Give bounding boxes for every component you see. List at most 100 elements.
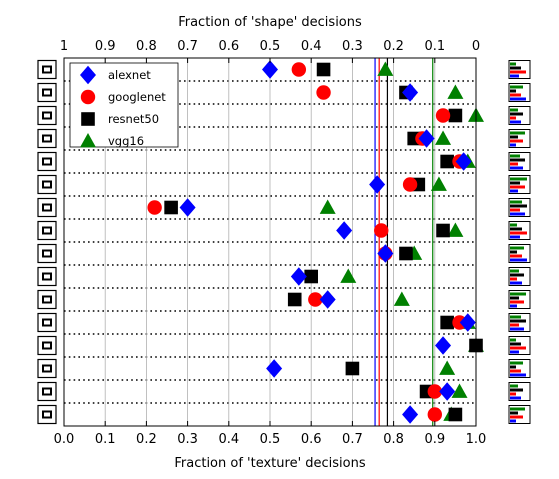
- point-alexnet: [336, 221, 353, 240]
- point-googlenet: [308, 292, 323, 307]
- result-thumbnail: [508, 267, 531, 286]
- point-alexnet: [439, 382, 456, 401]
- dog-icon: [37, 174, 57, 195]
- point-alexnet: [319, 290, 336, 309]
- point-resnet50: [436, 223, 450, 238]
- bottle-icon: [37, 82, 57, 103]
- point-resnet50: [440, 315, 454, 330]
- legend-label-alexnet: alexnet: [108, 68, 151, 82]
- point-vgg16: [340, 268, 357, 283]
- cat-icon: [37, 243, 57, 264]
- top-tick-label: 0.6: [218, 39, 239, 54]
- bear-icon: [37, 381, 57, 402]
- result-thumbnail: [508, 382, 531, 401]
- x-tick-label: 0.9: [424, 432, 445, 447]
- top-tick-label: 1: [60, 39, 68, 54]
- result-thumbnail: [508, 405, 531, 424]
- legend-marker-alexnet: [80, 65, 96, 85]
- legend-label-resnet50: resnet50: [108, 112, 159, 126]
- oven-icon: [37, 128, 57, 149]
- clock-icon: [37, 197, 57, 218]
- result-thumbnail: [508, 152, 531, 171]
- result-thumbnail: [508, 290, 531, 309]
- mean-lines: [374, 58, 434, 426]
- point-alexnet: [402, 83, 419, 102]
- result-thumbnail: [508, 175, 531, 194]
- top-tick-label: 0.1: [424, 39, 445, 54]
- elephant-icon: [37, 151, 57, 172]
- axis-ticks: 0.0 0.1 0.2 0.3 0.4 0.5 0.6 0.7 0.8 0.9 1.0 1 0.9 0.8…: [54, 39, 487, 447]
- x-tick-label: 0.4: [218, 432, 239, 447]
- x-tick-label: 0.0: [54, 432, 75, 447]
- top-tick-label: 0.5: [260, 39, 281, 54]
- point-googlenet: [291, 62, 307, 77]
- point-resnet50: [304, 269, 318, 284]
- point-resnet50: [164, 200, 178, 215]
- point-alexnet: [179, 198, 196, 217]
- point-googlenet: [374, 223, 389, 238]
- x-tick-label: 0.1: [95, 432, 116, 447]
- result-thumbnail: [508, 359, 531, 378]
- point-googlenet: [316, 85, 331, 100]
- result-thumbnail: [508, 244, 531, 263]
- point-googlenet: [427, 407, 442, 422]
- knife-icon: [37, 105, 57, 126]
- x-tick-label: 0.2: [136, 432, 157, 447]
- point-alexnet: [418, 129, 435, 148]
- point-alexnet: [459, 313, 476, 332]
- point-vgg16: [430, 176, 447, 191]
- result-thumbnail: [508, 129, 531, 148]
- point-vgg16: [319, 199, 336, 214]
- result-thumbnail: [508, 106, 531, 125]
- result-thumbnail: [508, 336, 531, 355]
- point-alexnet: [262, 60, 278, 79]
- right-thumbnails: [508, 60, 531, 424]
- point-resnet50: [287, 292, 302, 307]
- point-vgg16: [447, 84, 464, 99]
- point-vgg16: [447, 222, 464, 237]
- result-thumbnail: [508, 221, 531, 240]
- legend-label-vgg16: vgg16: [108, 134, 144, 148]
- result-thumbnail: [508, 313, 531, 332]
- boat-icon: [37, 312, 57, 333]
- point-resnet50: [448, 108, 463, 123]
- airplane-icon: [37, 404, 57, 425]
- point-alexnet: [290, 267, 307, 286]
- point-googlenet: [435, 108, 451, 123]
- point-googlenet: [402, 177, 418, 192]
- point-vgg16: [377, 61, 394, 76]
- top-tick-label: 0.3: [342, 39, 363, 54]
- point-alexnet: [402, 405, 419, 424]
- point-resnet50: [399, 246, 413, 261]
- x-tick-label: 0.3: [177, 432, 198, 447]
- point-googlenet: [427, 384, 442, 399]
- point-alexnet: [377, 244, 394, 263]
- point-alexnet: [435, 336, 452, 355]
- legend: alexnet googlenet resnet50 vgg16: [69, 62, 179, 148]
- top-tick-label: 0.7: [177, 39, 198, 54]
- top-tick-label: 0.4: [301, 39, 322, 54]
- legend-marker-googlenet: [80, 89, 96, 105]
- legend-marker-resnet50: [81, 112, 95, 126]
- result-thumbnail: [508, 60, 531, 79]
- x-tick-label: 0.7: [342, 432, 363, 447]
- result-thumbnail: [508, 198, 531, 217]
- legend-marker-vgg16: [80, 133, 96, 148]
- x-tick-label: 0.6: [301, 432, 322, 447]
- point-vgg16: [439, 360, 456, 375]
- bird-icon: [37, 335, 57, 356]
- top-tick-label: 0.2: [383, 39, 404, 54]
- point-vgg16: [451, 383, 468, 398]
- top-tick-label: 0: [472, 39, 480, 54]
- top-axis-label: Fraction of 'shape' decisions: [178, 15, 362, 30]
- bottle-icon: [37, 289, 57, 310]
- point-alexnet: [369, 175, 386, 194]
- point-resnet50: [448, 407, 463, 422]
- car-icon: [37, 266, 57, 287]
- point-alexnet: [455, 152, 472, 171]
- x-tick-label: 1.0: [466, 432, 487, 447]
- category-icons: [37, 59, 57, 425]
- point-vgg16: [393, 291, 410, 306]
- x-tick-label: 0.5: [260, 432, 281, 447]
- result-thumbnail: [508, 83, 531, 102]
